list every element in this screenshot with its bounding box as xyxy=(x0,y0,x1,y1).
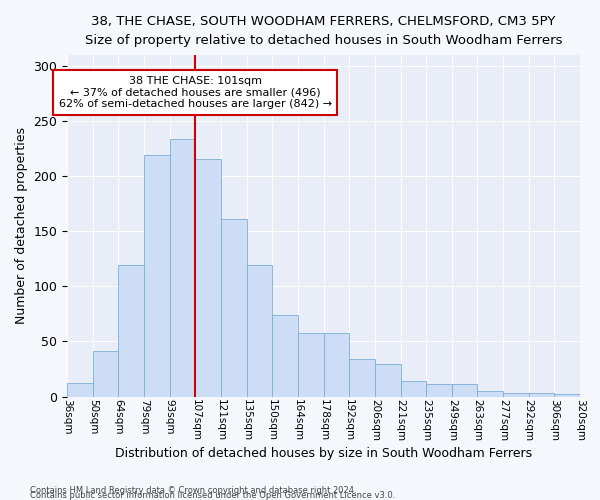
Bar xyxy=(272,315,298,396)
Bar xyxy=(298,332,323,396)
Y-axis label: Number of detached properties: Number of detached properties xyxy=(15,128,28,324)
Bar xyxy=(503,393,529,396)
Text: 38 THE CHASE: 101sqm
← 37% of detached houses are smaller (496)
62% of semi-deta: 38 THE CHASE: 101sqm ← 37% of detached h… xyxy=(59,76,332,109)
Bar xyxy=(426,384,452,396)
Bar xyxy=(529,393,554,396)
Bar xyxy=(452,384,478,396)
Bar xyxy=(67,384,93,396)
Bar xyxy=(170,139,196,396)
Bar xyxy=(247,266,272,396)
Bar xyxy=(118,266,144,396)
X-axis label: Distribution of detached houses by size in South Woodham Ferrers: Distribution of detached houses by size … xyxy=(115,447,532,460)
Text: Contains HM Land Registry data © Crown copyright and database right 2024.: Contains HM Land Registry data © Crown c… xyxy=(30,486,356,495)
Title: 38, THE CHASE, SOUTH WOODHAM FERRERS, CHELMSFORD, CM3 5PY
Size of property relat: 38, THE CHASE, SOUTH WOODHAM FERRERS, CH… xyxy=(85,15,562,47)
Bar xyxy=(375,364,401,396)
Bar xyxy=(93,352,118,397)
Bar xyxy=(349,359,375,397)
Bar xyxy=(478,391,503,396)
Bar xyxy=(221,219,247,396)
Bar xyxy=(196,158,221,396)
Bar xyxy=(144,156,170,396)
Bar xyxy=(401,381,426,396)
Bar xyxy=(554,394,580,396)
Bar xyxy=(323,332,349,396)
Text: Contains public sector information licensed under the Open Government Licence v3: Contains public sector information licen… xyxy=(30,491,395,500)
